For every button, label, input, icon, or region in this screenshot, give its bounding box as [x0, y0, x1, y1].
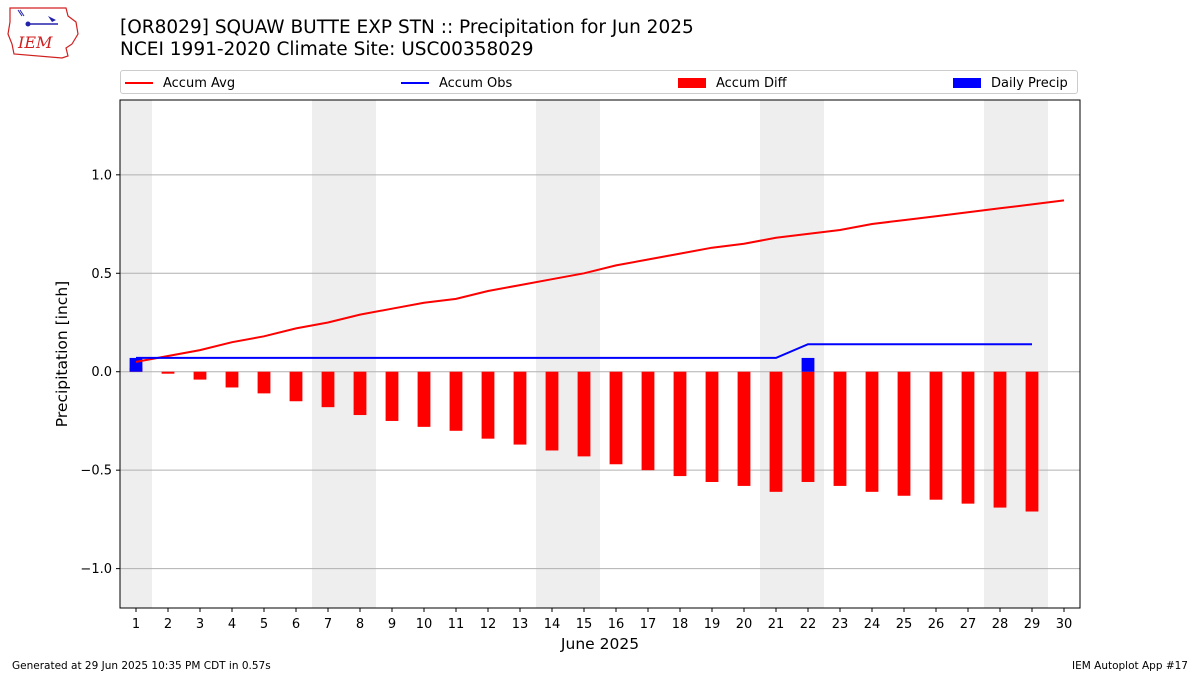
accum-diff-bar	[225, 371, 239, 388]
legend-item-daily-precip: Daily Precip	[953, 71, 1068, 95]
accum-diff-bar	[353, 371, 367, 416]
accum-diff-bar	[609, 371, 623, 465]
daily-precip-bar	[801, 357, 815, 372]
x-tick-label: 16	[608, 617, 625, 632]
legend-item-accum-diff: Accum Diff	[678, 71, 787, 95]
y-axis-label: Precipitation [inch]	[53, 281, 71, 427]
x-tick-label: 21	[768, 617, 785, 632]
legend-item-accum-avg: Accum Avg	[125, 71, 235, 95]
x-axis-label: June 2025	[560, 635, 639, 653]
weekend-band-22	[792, 100, 824, 608]
x-tick-label: 22	[800, 617, 817, 632]
svg-text:IEM: IEM	[17, 33, 53, 52]
x-tick-label: 20	[736, 617, 753, 632]
chart-legend: Accum Avg Accum Obs Accum Diff Daily Pre…	[120, 70, 1078, 94]
accum-diff-bar	[961, 371, 975, 504]
x-tick-label: 25	[896, 617, 913, 632]
plot-frame	[119, 99, 1081, 609]
y-tick-label: 0.5	[91, 267, 112, 282]
x-tick-label: 7	[324, 617, 332, 632]
x-tick-label: 29	[1024, 617, 1041, 632]
accum-diff-bar	[385, 371, 399, 421]
accum-avg-line	[135, 199, 1065, 363]
x-tick-label: 30	[1056, 617, 1073, 632]
x-tick-label: 13	[512, 617, 529, 632]
y-tick-label: 0.0	[91, 365, 112, 380]
weekend-band-28	[984, 100, 1016, 608]
accum-diff-bar	[993, 371, 1007, 508]
x-tick-label: 15	[576, 617, 593, 632]
accum-obs-line	[136, 343, 1032, 359]
x-tick-label: 2	[164, 617, 172, 632]
x-tick-label: 12	[480, 617, 497, 632]
legend-swatch-accum-diff	[678, 78, 706, 88]
legend-label-accum-diff: Accum Diff	[716, 75, 787, 91]
accum-diff-bar	[1025, 371, 1039, 512]
accum-diff-bar	[449, 371, 463, 431]
accum-diff-bar	[833, 371, 847, 486]
accum-diff-bar	[193, 371, 207, 380]
x-tick-label: 1	[132, 617, 140, 632]
accum-diff-bar	[641, 371, 655, 471]
legend-item-accum-obs: Accum Obs	[401, 71, 512, 95]
accum-diff-bar	[321, 371, 335, 408]
app-footnote: IEM Autoplot App #17	[1072, 660, 1188, 672]
legend-swatch-daily-precip	[953, 78, 981, 88]
x-tick-label: 26	[928, 617, 945, 632]
accum-diff-bar	[673, 371, 687, 477]
weekend-band-8	[344, 100, 376, 608]
accum-diff-bar	[865, 371, 879, 492]
accum-diff-bar	[513, 371, 527, 445]
accum-diff-bar	[769, 371, 783, 492]
x-tick-label: 3	[196, 617, 204, 632]
x-tick-label: 27	[960, 617, 977, 632]
accum-diff-bar	[705, 371, 719, 482]
x-tick-label: 19	[704, 617, 721, 632]
accum-diff-bar	[929, 371, 943, 500]
accum-diff-bar	[257, 371, 271, 394]
x-tick-label: 24	[864, 617, 881, 632]
daily-precip-bar	[129, 357, 143, 372]
iem-logo: IEM	[7, 7, 79, 59]
x-tick-label: 11	[448, 617, 465, 632]
legend-label-accum-avg: Accum Avg	[163, 75, 236, 91]
legend-label-daily-precip: Daily Precip	[991, 75, 1068, 91]
x-tick-label: 23	[832, 617, 849, 632]
weekend-band-29	[1016, 100, 1048, 608]
weekend-band-15	[568, 100, 600, 608]
x-tick-label: 4	[228, 617, 236, 632]
accum-diff-bar	[481, 371, 495, 439]
accum-diff-bar	[161, 371, 175, 374]
weekend-band-14	[536, 100, 568, 608]
legend-swatch-accum-avg	[125, 82, 153, 84]
accum-diff-bar	[545, 371, 559, 451]
chart-title: [OR8029] SQUAW BUTTE EXP STN :: Precipit…	[120, 17, 694, 38]
x-tick-label: 14	[544, 617, 561, 632]
accum-diff-bar	[801, 371, 815, 482]
x-tick-label: 10	[416, 617, 433, 632]
generated-footnote: Generated at 29 Jun 2025 10:35 PM CDT in…	[12, 660, 271, 672]
x-tick-label: 18	[672, 617, 689, 632]
y-tick-label: −0.5	[80, 464, 112, 479]
x-tick-label: 28	[992, 617, 1009, 632]
legend-label-accum-obs: Accum Obs	[439, 75, 513, 91]
accum-diff-bar	[897, 371, 911, 496]
accum-diff-bar	[737, 371, 751, 486]
accum-diff-bar	[289, 371, 303, 402]
x-tick-label: 8	[356, 617, 364, 632]
weekend-band-1	[120, 100, 152, 608]
chart-subtitle: NCEI 1991-2020 Climate Site: USC00358029	[120, 39, 534, 60]
x-tick-label: 5	[260, 617, 268, 632]
weekend-band-7	[312, 100, 344, 608]
x-tick-label: 9	[388, 617, 396, 632]
accum-diff-bar	[577, 371, 591, 457]
accum-diff-bar	[417, 371, 431, 427]
x-tick-label: 6	[292, 617, 300, 632]
legend-swatch-accum-obs	[401, 82, 429, 84]
y-tick-label: −1.0	[80, 562, 112, 577]
y-tick-label: 1.0	[91, 168, 112, 183]
x-tick-label: 17	[640, 617, 657, 632]
